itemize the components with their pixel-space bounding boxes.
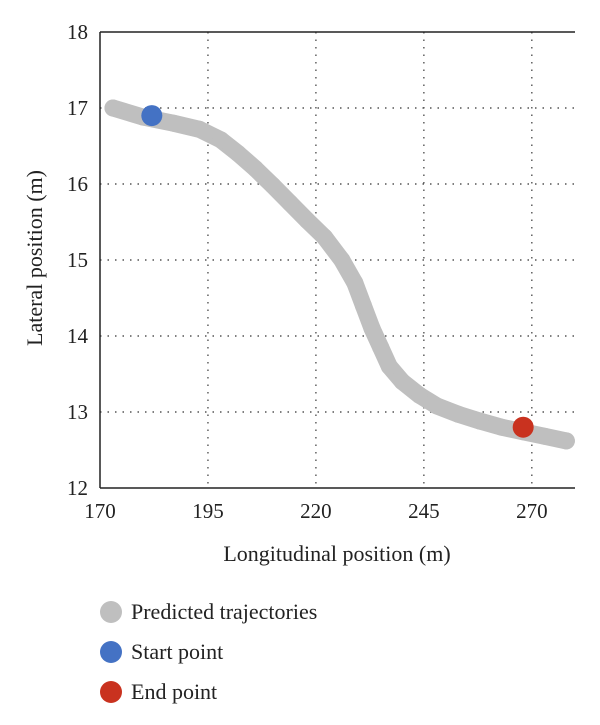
x-tick-label: 195 — [192, 499, 224, 523]
y-axis-title: Lateral position (m) — [22, 170, 47, 346]
end-point-marker — [512, 416, 534, 438]
predicted-trajectory-point — [264, 177, 282, 195]
predicted-trajectory-point — [229, 145, 247, 163]
predicted-trajectory-point — [380, 357, 398, 375]
predicted-trajectory-point — [428, 397, 446, 415]
x-axis-title: Longitudinal position (m) — [223, 541, 450, 566]
legend-marker-end — [100, 681, 122, 703]
legend-label-end: End point — [131, 679, 218, 704]
y-tick-label: 12 — [67, 476, 88, 500]
predicted-trajectory-point — [372, 338, 390, 356]
predicted-trajectory-point — [298, 211, 316, 229]
predicted-trajectory-point — [281, 194, 299, 212]
tick-labels: 170 195 220 245 270 12 13 14 15 16 17 18 — [67, 20, 548, 523]
predicted-trajectory-point — [164, 114, 182, 132]
y-tick-label: 18 — [67, 20, 88, 44]
predicted-trajectory-point — [104, 99, 122, 117]
y-tick-label: 16 — [67, 172, 88, 196]
predicted-trajectory-point — [346, 274, 364, 292]
grid-lines — [99, 31, 575, 489]
y-tick-label: 17 — [67, 96, 88, 120]
legend-label-predicted: Predicted trajectories — [131, 599, 318, 624]
start-point-marker — [141, 105, 163, 127]
trajectory-chart: 170 195 220 245 270 12 13 14 15 16 17 18 Longitudin… — [22, 20, 575, 566]
predicted-trajectory-point — [333, 251, 351, 269]
predicted-trajectory-point — [354, 297, 372, 315]
plot-area — [104, 99, 575, 450]
predicted-trajectory-point — [212, 131, 230, 149]
predicted-trajectory-point — [316, 228, 334, 246]
y-tick-label: 15 — [67, 248, 88, 272]
x-tick-label: 170 — [84, 499, 116, 523]
legend-item-predicted: Predicted trajectories — [100, 592, 317, 632]
legend-marker-start — [100, 641, 122, 663]
predicted-trajectory-point — [493, 418, 511, 436]
predicted-trajectory-point — [536, 427, 554, 445]
predicted-trajectory-point — [471, 412, 489, 430]
predicted-trajectory-point — [411, 386, 429, 404]
predicted-trajectory-point — [363, 319, 381, 337]
legend-marker-predicted — [100, 601, 122, 623]
x-tick-label: 220 — [300, 499, 332, 523]
x-tick-label: 270 — [516, 499, 548, 523]
x-tick-label: 245 — [408, 499, 440, 523]
legend-item-end: End point — [100, 672, 317, 712]
legend-label-start: Start point — [131, 639, 224, 664]
predicted-trajectory-line — [104, 99, 575, 450]
predicted-trajectory-point — [557, 432, 575, 450]
predicted-trajectory-point — [393, 373, 411, 391]
legend: Predicted trajectories Start point End p… — [100, 592, 317, 712]
predicted-trajectory-point — [190, 120, 208, 138]
legend-item-start: Start point — [100, 632, 317, 672]
predicted-trajectory-point — [449, 405, 467, 423]
predicted-trajectory-point — [246, 160, 264, 178]
y-tick-label: 13 — [67, 400, 88, 424]
y-tick-label: 14 — [67, 324, 89, 348]
